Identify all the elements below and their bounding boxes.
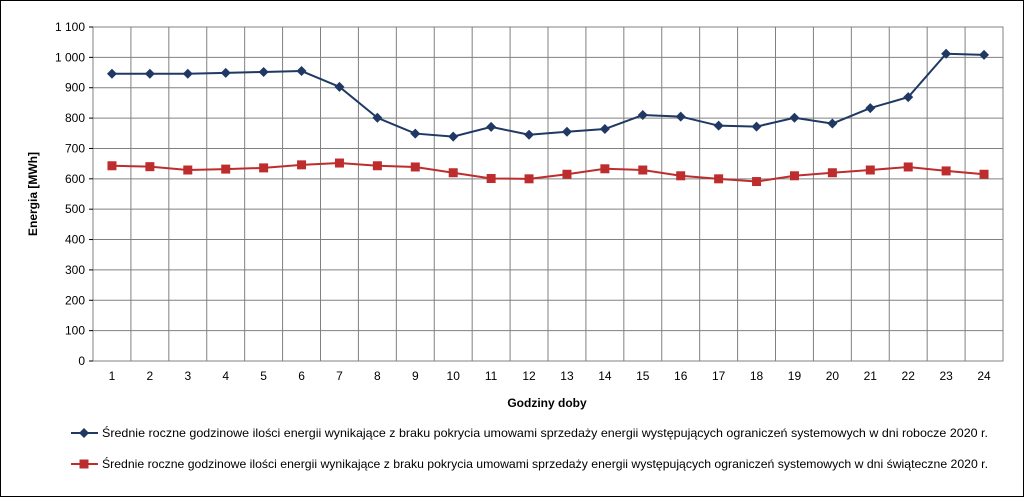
x-tick-label: 14 [598,369,612,383]
data-point [637,110,648,121]
y-tick-label: 0 [78,354,85,368]
y-tick-label: 900 [65,81,85,95]
x-tick-label: 13 [560,369,574,383]
data-point [334,81,345,92]
x-tick-label: 1 [109,369,116,383]
x-tick-label: 24 [977,369,991,383]
data-point [713,120,724,131]
x-axis-ticks: 1 2 3 4 5 6 7 8 9 10 11 12 13 14 15 16 17 18 19 20 21 22 23 24 [109,369,991,383]
data-point [714,174,724,184]
legend-label: Średnie roczne godzinowe ilości energii … [102,456,988,471]
data-point [561,126,572,137]
data-point [486,121,497,132]
data-point [524,129,535,140]
data-point [221,164,231,174]
data-point [107,161,117,171]
legend-label: Średnie roczne godzinowe ilości energii … [102,425,988,440]
y-tick-label: 700 [65,141,85,155]
data-point [751,121,762,132]
y-tick-label: 100 [65,324,85,338]
x-tick-label: 18 [750,369,764,383]
data-point [827,118,838,129]
data-point [372,161,382,171]
data-point [524,174,534,184]
data-point [220,67,231,78]
x-tick-label: 8 [374,369,381,383]
data-point [372,112,383,123]
y-tick-label: 800 [65,111,85,125]
data-point [599,124,610,135]
data-point [941,166,951,176]
x-tick-label: 22 [902,369,916,383]
data-point [182,68,193,79]
x-tick-label: 17 [712,369,726,383]
x-tick-label: 15 [636,369,650,383]
data-point [752,177,762,187]
y-tick-label: 400 [65,233,85,247]
data-point [903,92,914,103]
y-tick-label: 600 [65,172,85,186]
data-point [297,160,307,170]
series-group [106,48,990,187]
x-tick-label: 6 [298,369,305,383]
series-line [111,52,985,138]
data-point [676,171,686,181]
data-point [789,171,799,181]
data-point [979,169,989,179]
x-tick-label: 9 [412,369,419,383]
y-tick-label: 1 100 [55,20,85,34]
x-tick-label: 2 [147,369,154,383]
data-point [941,48,952,59]
data-point [259,163,269,173]
data-point [410,128,421,139]
data-point [600,164,610,174]
data-point [562,169,572,179]
x-tick-label: 23 [939,369,953,383]
x-tick-label: 10 [447,369,461,383]
data-point [486,174,496,184]
data-point [106,68,117,79]
series-line [111,162,985,183]
data-point [183,165,193,175]
data-point [675,111,686,122]
y-axis-label: Energia [MWh] [26,152,40,236]
x-tick-label: 3 [184,369,191,383]
y-tick-label: 500 [65,202,85,216]
y-tick-label: 200 [65,293,85,307]
y-axis-ticks: 0 100 200 300 400 500 600 700 800 900 1 000 1 100 [55,20,93,368]
data-point [789,112,800,123]
y-tick-label: 1 000 [55,50,85,64]
legend: Średnie roczne godzinowe ilości energii … [71,425,988,471]
data-point [410,162,420,172]
x-tick-label: 19 [788,369,802,383]
data-point [145,162,155,172]
y-tick-label: 300 [65,263,85,277]
data-point [638,165,648,175]
x-tick-label: 7 [336,369,343,383]
legend-marker [79,459,89,469]
x-tick-label: 5 [260,369,267,383]
data-point [979,49,990,60]
x-tick-label: 11 [485,369,498,383]
legend-marker [79,428,89,438]
x-tick-label: 20 [826,369,840,383]
grid [93,26,1003,362]
data-point [448,168,458,178]
data-point [865,165,875,175]
data-point [827,168,837,178]
data-point [903,162,913,172]
x-tick-label: 16 [674,369,688,383]
data-point [144,68,155,79]
data-point [448,131,459,142]
data-point [296,66,307,77]
x-axis-label: Godziny doby [507,396,587,410]
data-point [258,66,269,77]
x-tick-label: 21 [864,369,878,383]
x-tick-label: 4 [222,369,229,383]
data-point [865,103,876,114]
data-point [334,158,344,168]
x-tick-label: 12 [522,369,536,383]
